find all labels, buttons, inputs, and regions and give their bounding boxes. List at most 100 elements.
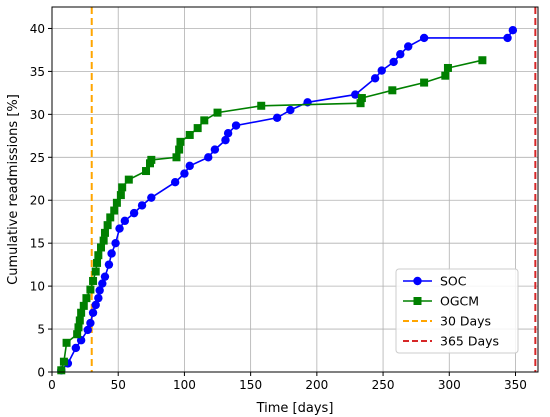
data-point [86, 285, 95, 294]
x-tick-label: 50 [111, 378, 126, 392]
y-tick-label: 5 [37, 323, 45, 337]
data-point [95, 286, 104, 295]
series-group [57, 25, 518, 375]
data-point [91, 300, 100, 310]
data-point [478, 56, 487, 65]
data-point [74, 323, 83, 332]
data-point [94, 293, 103, 303]
data-point [103, 221, 112, 230]
data-point [443, 63, 452, 72]
series-group [57, 56, 487, 375]
data-point [213, 108, 222, 117]
data-point [120, 216, 130, 226]
data-point [357, 94, 366, 103]
y-tick-label: 30 [30, 108, 45, 122]
data-point [404, 42, 413, 51]
legend-label: 30 Days [440, 314, 491, 329]
data-point [124, 175, 133, 184]
legend-box [395, 268, 519, 354]
x-tick-label: 250 [372, 378, 395, 392]
data-point [86, 318, 95, 328]
x-tick-label: 0 [48, 378, 56, 392]
x-tick-label: 350 [504, 378, 527, 392]
data-point [99, 236, 108, 245]
x-tick-label: 300 [438, 378, 461, 392]
y-tick-label: 20 [30, 194, 45, 208]
data-point [351, 90, 360, 99]
data-point [508, 25, 518, 35]
data-point [147, 193, 156, 202]
data-point [110, 206, 119, 215]
y-tick-label: 0 [37, 366, 45, 380]
x-tick-label: 200 [305, 378, 328, 392]
legend-swatch-marker [413, 276, 422, 286]
data-point [180, 169, 189, 178]
data-point [210, 145, 220, 154]
data-point [77, 308, 86, 317]
data-point [89, 276, 98, 285]
data-point [377, 66, 386, 75]
data-point [82, 294, 91, 303]
y-axis-label: Cumulative readmissions [%] [6, 94, 21, 285]
y-tick-label: 10 [30, 280, 45, 294]
data-point [231, 121, 241, 130]
x-tick-label: 150 [239, 378, 262, 392]
data-point [129, 208, 139, 218]
data-point [200, 116, 209, 125]
data-point [170, 178, 180, 187]
data-point [107, 249, 116, 258]
plot-frame [51, 6, 539, 373]
data-point [193, 124, 202, 133]
y-tick-label: 25 [30, 151, 45, 165]
series [57, 25, 518, 375]
data-point [112, 198, 121, 207]
data-point [116, 191, 125, 200]
data-point [503, 33, 512, 43]
y-axis-ticks: 0 5 10 15 20 25 30 35 40 [30, 22, 52, 380]
legend-label: OGCM [440, 294, 479, 309]
x-axis-label: Time [days] [256, 401, 334, 416]
legend-label: SOC [440, 274, 467, 289]
data-point [100, 228, 109, 237]
data-point [79, 301, 88, 310]
data-point [106, 213, 115, 222]
reference-lines [90, 7, 537, 372]
data-point [137, 201, 147, 210]
data-point [223, 129, 233, 138]
data-point [57, 366, 66, 375]
legend-label: 365 Days [440, 334, 499, 349]
data-point [185, 161, 194, 171]
data-point [104, 260, 114, 269]
data-point [257, 101, 266, 110]
y-tick-label: 40 [30, 22, 45, 36]
data-point [73, 330, 82, 339]
data-point [71, 343, 81, 353]
data-point [420, 78, 429, 87]
data-point [142, 167, 151, 176]
data-point [441, 71, 450, 80]
x-tick-label: 100 [173, 378, 196, 392]
data-point [175, 145, 184, 154]
data-point [115, 224, 124, 233]
data-point [356, 99, 365, 108]
data-point [59, 357, 68, 366]
data-point [286, 105, 295, 115]
data-point [118, 183, 127, 192]
data-point [172, 153, 181, 162]
data-point [98, 279, 107, 288]
data-point [88, 308, 98, 317]
legend: SOC OGCM 30 Days 365 Days [395, 268, 519, 354]
y-tick-label: 15 [30, 237, 45, 251]
data-point [75, 316, 84, 325]
data-point [91, 267, 100, 276]
data-point [396, 50, 405, 59]
data-point [111, 238, 120, 248]
data-point [419, 33, 429, 43]
data-point [389, 57, 398, 67]
data-point [185, 130, 194, 139]
data-point [272, 113, 282, 122]
data-point [93, 258, 102, 267]
data-point [221, 135, 230, 145]
data-point [176, 137, 185, 146]
